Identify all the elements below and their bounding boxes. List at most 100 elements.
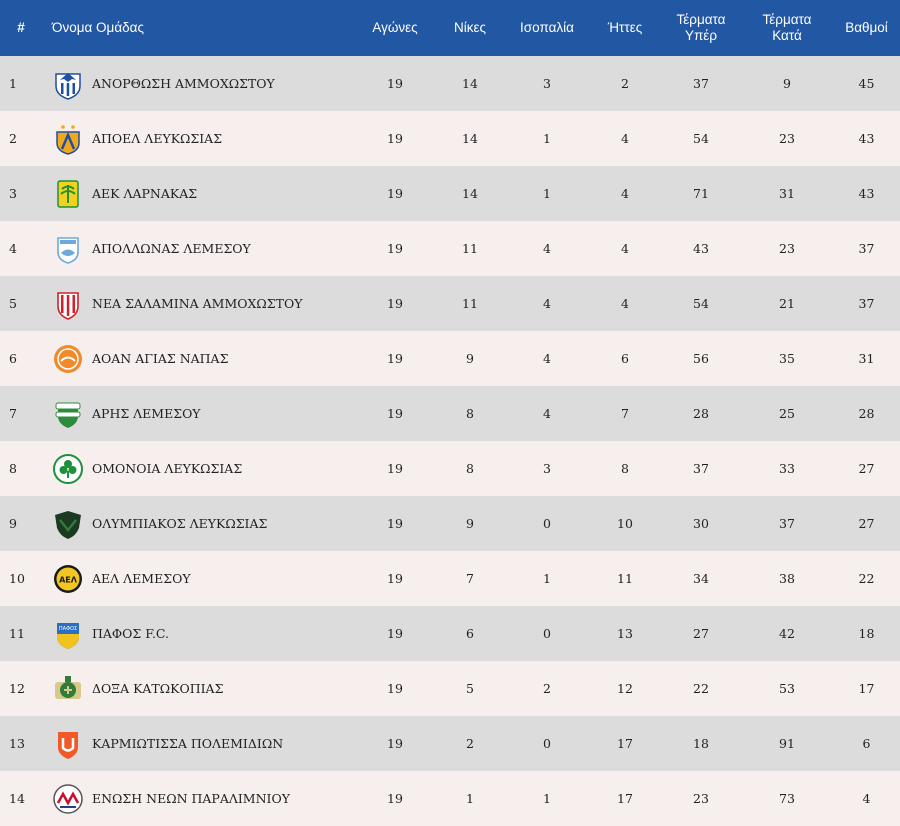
header-goals-against-line2: Κατά — [772, 28, 802, 43]
header-played[interactable]: Αγώνες — [372, 20, 418, 35]
goals-against-cell: 35 — [779, 351, 795, 366]
team-name[interactable]: ΑΕΚ ΛΑΡΝΑΚΑΣ — [92, 186, 198, 201]
goals-for-cell: 37 — [693, 76, 709, 91]
draws-cell: 3 — [543, 76, 551, 91]
table-row[interactable]: 9 ΟΛΥΜΠΙΑΚΟΣ ΛΕΥΚΩΣΙΑΣ 19 9 0 10 30 37 27 — [0, 496, 900, 551]
wins-cell: 1 — [466, 791, 474, 806]
losses-cell: 2 — [621, 76, 629, 91]
ael-crest-icon: ΑΕΛ — [52, 563, 84, 595]
team-name[interactable]: ΔΟΞΑ ΚΑΤΩΚΟΠΙΑΣ — [92, 681, 224, 696]
points-cell: 37 — [858, 296, 875, 311]
team-info: ΑΠΟΕΛ ΛΕΥΚΩΣΙΑΣ — [42, 123, 355, 155]
header-team-name[interactable]: Όνομα Ομάδας — [52, 20, 144, 35]
rank-cell: 10 — [9, 571, 25, 586]
header-losses[interactable]: Ήττες — [607, 20, 643, 35]
losses-cell: 4 — [621, 296, 629, 311]
draws-cell: 0 — [543, 626, 551, 641]
losses-cell: 8 — [621, 461, 629, 476]
header-goals-for[interactable]: Τέρματα Υπέρ — [661, 0, 741, 56]
doxa-crest-icon — [52, 673, 84, 705]
aris-crest-icon — [52, 398, 84, 430]
team-name[interactable]: ΑΕΛ ΛΕΜΕΣΟΥ — [92, 571, 191, 586]
table-row[interactable]: 3 ΑΕΚ ΛΑΡΝΑΚΑΣ 19 14 1 4 71 31 43 — [0, 166, 900, 221]
team-name[interactable]: ΑΝΟΡΘΩΣΗ ΑΜΜΟΧΩΣΤΟΥ — [92, 76, 275, 91]
team-cell: ΔΟΞΑ ΚΑΤΩΚΟΠΙΑΣ — [42, 661, 355, 716]
team-name[interactable]: ΚΑΡΜΙΩΤΙΣΣΑ ΠΟΛΕΜΙΔΙΩΝ — [92, 736, 284, 751]
points-cell: 45 — [858, 76, 875, 91]
table-row[interactable]: 14 ΕΝΩΣΗ ΝΕΩΝ ΠΑΡΑΛΙΜΝΙΟΥ 19 1 1 17 23 73 4 — [0, 771, 900, 826]
rank-cell: 3 — [9, 186, 17, 201]
goals-against-cell: 23 — [779, 241, 795, 256]
points-cell: 37 — [858, 241, 875, 256]
table-row[interactable]: 1 ΑΝΟΡΘΩΣΗ ΑΜΜΟΧΩΣΤΟΥ 19 14 3 2 37 9 45 — [0, 56, 900, 111]
header-goals-against[interactable]: Τέρματα Κατά — [741, 0, 833, 56]
team-cell: ΑΕΚ ΛΑΡΝΑΚΑΣ — [42, 166, 355, 221]
team-name[interactable]: ΟΛΥΜΠΙΑΚΟΣ ΛΕΥΚΩΣΙΑΣ — [92, 516, 268, 531]
team-info: ΑΕΚ ΛΑΡΝΑΚΑΣ — [42, 178, 355, 210]
apoel-crest-icon — [52, 123, 84, 155]
played-cell: 19 — [387, 406, 403, 421]
standings-body: 1 ΑΝΟΡΘΩΣΗ ΑΜΜΟΧΩΣΤΟΥ 19 14 3 2 37 9 45 2 ΑΠΟΕΛ ΛΕ… — [0, 56, 900, 826]
draws-cell: 4 — [543, 296, 551, 311]
table-row[interactable]: 4 ΑΠΟΛΛΩΝΑΣ ΛΕΜΕΣΟΥ 19 11 4 4 43 23 37 — [0, 221, 900, 276]
table-row[interactable]: 5 ΝΕΑ ΣΑΛΑΜΙΝΑ ΑΜΜΟΧΩΣΤΟΥ 19 11 4 4 54 21 37 — [0, 276, 900, 331]
points-cell: 17 — [858, 681, 875, 696]
header-wins[interactable]: Νίκες — [453, 20, 487, 35]
losses-cell: 4 — [621, 131, 629, 146]
header-points[interactable]: Βαθμοί — [845, 20, 888, 35]
table-row[interactable]: 12 ΔΟΞΑ ΚΑΤΩΚΟΠΙΑΣ 19 5 2 12 22 53 17 — [0, 661, 900, 716]
rank-cell: 7 — [9, 406, 17, 421]
played-cell: 19 — [387, 516, 403, 531]
table-row[interactable]: 11 ΠΑΦΟΣ ΠΑΦΟΣ F.C. 19 6 0 13 27 42 18 — [0, 606, 900, 661]
draws-cell: 1 — [543, 571, 551, 586]
goals-for-cell: 71 — [693, 186, 709, 201]
losses-cell: 10 — [617, 516, 633, 531]
team-name[interactable]: ΑΠΟΛΛΩΝΑΣ ΛΕΜΕΣΟΥ — [92, 241, 251, 256]
header-draws[interactable]: Ισοπαλία — [520, 20, 574, 35]
rank-cell: 6 — [9, 351, 17, 366]
header-rank[interactable]: # — [17, 20, 25, 35]
team-cell: ΑΕΛ ΑΕΛ ΛΕΜΕΣΟΥ — [42, 551, 355, 606]
team-info: ΔΟΞΑ ΚΑΤΩΚΟΠΙΑΣ — [42, 673, 355, 705]
wins-cell: 14 — [462, 131, 478, 146]
wins-cell: 9 — [466, 351, 474, 366]
goals-against-cell: 91 — [779, 736, 795, 751]
aek-larnaca-crest-icon — [52, 178, 84, 210]
played-cell: 19 — [387, 131, 403, 146]
wins-cell: 9 — [466, 516, 474, 531]
table-row[interactable]: 6 ΑΟΑΝ ΑΓΙΑΣ ΝΑΠΑΣ 19 9 4 6 56 35 31 — [0, 331, 900, 386]
wins-cell: 6 — [466, 626, 474, 641]
team-info: ΑΡΗΣ ΛΕΜΕΣΟΥ — [42, 398, 355, 430]
table-row[interactable]: 8 ΟΜΟΝΟΙΑ ΛΕΥΚΩΣΙΑΣ 19 8 3 8 37 33 27 — [0, 441, 900, 496]
team-name[interactable]: ΕΝΩΣΗ ΝΕΩΝ ΠΑΡΑΛΙΜΝΙΟΥ — [92, 791, 290, 806]
team-name[interactable]: ΝΕΑ ΣΑΛΑΜΙΝΑ ΑΜΜΟΧΩΣΤΟΥ — [92, 296, 303, 311]
goals-for-cell: 23 — [693, 791, 709, 806]
rank-cell: 2 — [9, 131, 17, 146]
team-cell: ΑΠΟΛΛΩΝΑΣ ΛΕΜΕΣΟΥ — [42, 221, 355, 276]
wins-cell: 8 — [466, 406, 474, 421]
wins-cell: 5 — [466, 681, 474, 696]
team-cell: ΑΠΟΕΛ ΛΕΥΚΩΣΙΑΣ — [42, 111, 355, 166]
team-cell: ΟΛΥΜΠΙΑΚΟΣ ΛΕΥΚΩΣΙΑΣ — [42, 496, 355, 551]
points-cell: 31 — [858, 351, 875, 366]
table-row[interactable]: 7 ΑΡΗΣ ΛΕΜΕΣΟΥ 19 8 4 7 28 25 28 — [0, 386, 900, 441]
rank-cell: 8 — [9, 461, 17, 476]
played-cell: 19 — [387, 76, 403, 91]
team-cell: ΝΕΑ ΣΑΛΑΜΙΝΑ ΑΜΜΟΧΩΣΤΟΥ — [42, 276, 355, 331]
team-name[interactable]: ΑΡΗΣ ΛΕΜΕΣΟΥ — [92, 406, 201, 421]
team-name[interactable]: ΟΜΟΝΟΙΑ ΛΕΥΚΩΣΙΑΣ — [92, 461, 243, 476]
team-name[interactable]: ΑΟΑΝ ΑΓΙΑΣ ΝΑΠΑΣ — [92, 351, 229, 366]
rank-cell: 4 — [9, 241, 17, 256]
played-cell: 19 — [387, 351, 403, 366]
team-cell: ΚΑΡΜΙΩΤΙΣΣΑ ΠΟΛΕΜΙΔΙΩΝ — [42, 716, 355, 771]
team-info: ΝΕΑ ΣΑΛΑΜΙΝΑ ΑΜΜΟΧΩΣΤΟΥ — [42, 288, 355, 320]
team-info: ΚΑΡΜΙΩΤΙΣΣΑ ΠΟΛΕΜΙΔΙΩΝ — [42, 728, 355, 760]
team-name[interactable]: ΠΑΦΟΣ F.C. — [92, 626, 170, 641]
played-cell: 19 — [387, 186, 403, 201]
goals-against-cell: 73 — [779, 791, 795, 806]
table-row[interactable]: 13 ΚΑΡΜΙΩΤΙΣΣΑ ΠΟΛΕΜΙΔΙΩΝ 19 2 0 17 18 91 6 — [0, 716, 900, 771]
team-info: ΑΠΟΛΛΩΝΑΣ ΛΕΜΕΣΟΥ — [42, 233, 355, 265]
table-row[interactable]: 10 ΑΕΛ ΑΕΛ ΛΕΜΕΣΟΥ 19 7 1 11 34 38 22 — [0, 551, 900, 606]
table-row[interactable]: 2 ΑΠΟΕΛ ΛΕΥΚΩΣΙΑΣ 19 14 1 4 54 23 43 — [0, 111, 900, 166]
team-name[interactable]: ΑΠΟΕΛ ΛΕΥΚΩΣΙΑΣ — [92, 131, 223, 146]
